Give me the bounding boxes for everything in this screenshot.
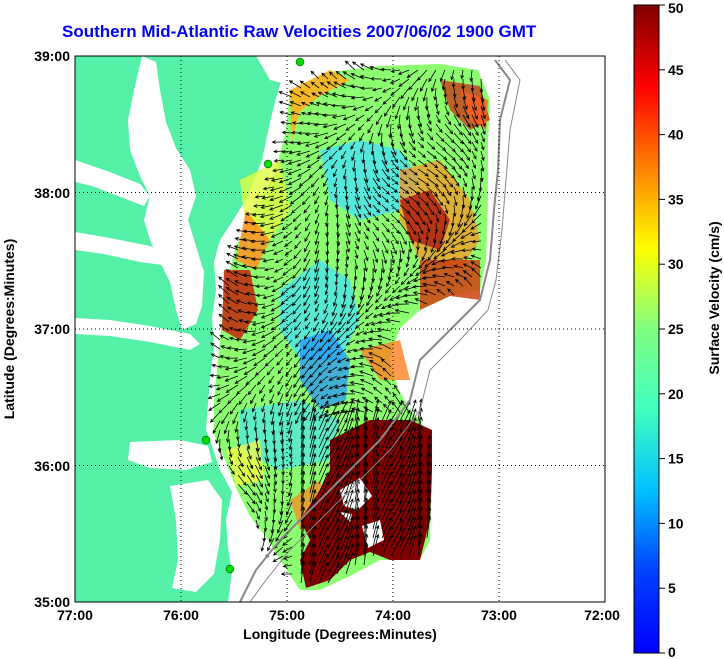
- shelf-break-line-2: [249, 59, 521, 602]
- potomac-river: [75, 160, 150, 206]
- map-grid: [75, 56, 605, 602]
- radar-site-marker: [295, 57, 305, 67]
- lat-tick-label: 35:00: [34, 594, 70, 610]
- plot-frame: [74, 55, 606, 603]
- radar-site-marker: [225, 564, 235, 574]
- lat-tick-label: 38:00: [34, 185, 70, 201]
- lon-tick-label: 76:00: [163, 607, 199, 623]
- lon-tick-label: 75:00: [269, 607, 305, 623]
- lon-tick-label: 74:00: [375, 607, 411, 623]
- lat-tick-label: 37:00: [34, 321, 70, 337]
- lon-tick-label: 73:00: [481, 607, 517, 623]
- lon-tick-label: 77:00: [57, 607, 93, 623]
- delaware-bay: [256, 56, 296, 84]
- lat-tick-label: 39:00: [34, 48, 70, 64]
- lat-tick-label: 36:00: [34, 458, 70, 474]
- longitude-tick-labels: 77:00 76:00 75:00 74:00 73:00 72:00: [57, 607, 620, 623]
- map-title: Southern Mid-Atlantic Raw Velocities 200…: [62, 22, 537, 41]
- latitude-tick-labels: 39:00 38:00 37:00 36:00 35:00: [34, 48, 70, 610]
- velocity-vector: [207, 60, 486, 584]
- velocity-arrows: [207, 60, 486, 584]
- rappahannock-river: [75, 232, 172, 266]
- pamlico-sound: [170, 480, 222, 592]
- james-river: [75, 318, 200, 350]
- lon-tick-label: 72:00: [584, 607, 620, 623]
- y-axis-label: Latitude (Degrees:Minutes): [1, 239, 17, 419]
- albemarle-sound: [128, 440, 212, 470]
- radar-site-marker: [201, 435, 211, 445]
- chesapeake-bay: [128, 56, 204, 330]
- x-axis-label: Longitude (Degrees:Minutes): [243, 626, 437, 642]
- radar-site-marker: [263, 159, 273, 169]
- velocity-field: [214, 64, 490, 590]
